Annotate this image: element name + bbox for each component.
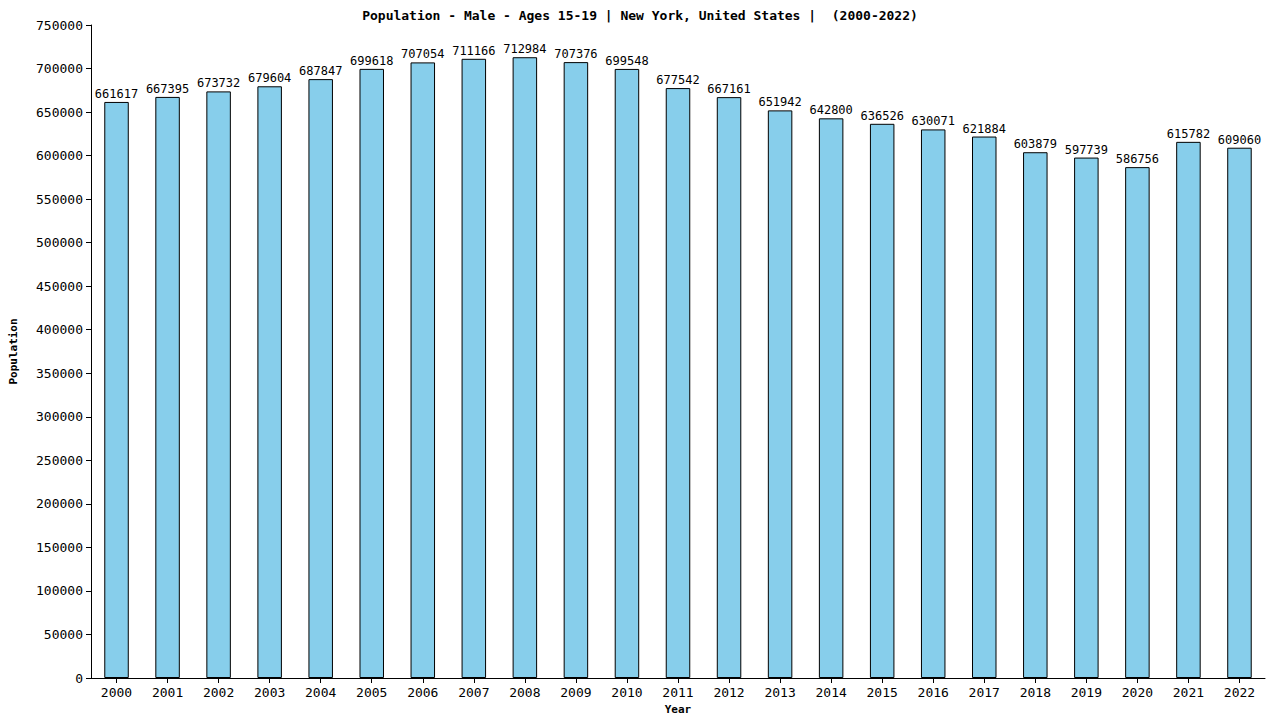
svg-text:2010: 2010 (611, 685, 642, 700)
svg-text:2016: 2016 (918, 685, 949, 700)
svg-text:2017: 2017 (969, 685, 1000, 700)
svg-text:2007: 2007 (458, 685, 489, 700)
svg-text:603879: 603879 (1014, 137, 1057, 151)
svg-text:636526: 636526 (860, 109, 903, 123)
svg-text:2012: 2012 (713, 685, 744, 700)
svg-text:2005: 2005 (356, 685, 387, 700)
svg-text:250000: 250000 (36, 453, 83, 468)
svg-text:400000: 400000 (36, 322, 83, 337)
svg-text:2000: 2000 (101, 685, 132, 700)
svg-text:597739: 597739 (1065, 143, 1108, 157)
svg-text:642800: 642800 (809, 103, 852, 117)
svg-text:150000: 150000 (36, 540, 83, 555)
svg-text:673732: 673732 (197, 76, 240, 90)
svg-text:712984: 712984 (503, 42, 546, 56)
svg-text:2004: 2004 (305, 685, 336, 700)
svg-text:Population: Population (7, 318, 20, 384)
svg-text:700000: 700000 (36, 61, 83, 76)
svg-text:2003: 2003 (254, 685, 285, 700)
svg-text:707376: 707376 (554, 47, 597, 61)
svg-text:0: 0 (75, 671, 83, 686)
svg-text:661617: 661617 (95, 87, 138, 101)
svg-text:600000: 600000 (36, 148, 83, 163)
svg-text:699548: 699548 (605, 54, 648, 68)
svg-text:500000: 500000 (36, 235, 83, 250)
svg-text:2006: 2006 (407, 685, 438, 700)
svg-text:2008: 2008 (509, 685, 540, 700)
svg-text:550000: 550000 (36, 192, 83, 207)
svg-text:2013: 2013 (764, 685, 795, 700)
svg-text:2001: 2001 (152, 685, 183, 700)
svg-text:Year: Year (665, 703, 692, 716)
svg-text:100000: 100000 (36, 583, 83, 598)
svg-text:615782: 615782 (1167, 127, 1210, 141)
svg-text:687847: 687847 (299, 64, 342, 78)
svg-text:2022: 2022 (1224, 685, 1255, 700)
svg-text:Population - Male - Ages 15-19: Population - Male - Ages 15-19 | New Yor… (362, 8, 918, 23)
svg-text:609060: 609060 (1218, 133, 1261, 147)
svg-text:750000: 750000 (36, 18, 83, 33)
svg-text:2014: 2014 (815, 685, 846, 700)
svg-text:450000: 450000 (36, 279, 83, 294)
svg-text:2018: 2018 (1020, 685, 1051, 700)
svg-text:2019: 2019 (1071, 685, 1102, 700)
svg-text:2002: 2002 (203, 685, 234, 700)
svg-text:679604: 679604 (248, 71, 291, 85)
svg-text:667395: 667395 (146, 82, 189, 96)
svg-text:586756: 586756 (1116, 152, 1159, 166)
svg-text:667161: 667161 (707, 82, 750, 96)
svg-text:50000: 50000 (44, 627, 83, 642)
svg-text:2015: 2015 (867, 685, 898, 700)
svg-text:2009: 2009 (560, 685, 591, 700)
svg-text:630071: 630071 (912, 114, 955, 128)
svg-text:651942: 651942 (758, 95, 801, 109)
svg-text:650000: 650000 (36, 105, 83, 120)
svg-text:707054: 707054 (401, 47, 444, 61)
svg-text:2011: 2011 (662, 685, 693, 700)
svg-text:2020: 2020 (1122, 685, 1153, 700)
svg-text:711166: 711166 (452, 44, 495, 58)
svg-text:300000: 300000 (36, 409, 83, 424)
svg-text:699618: 699618 (350, 54, 393, 68)
svg-text:621884: 621884 (963, 122, 1006, 136)
svg-text:677542: 677542 (656, 73, 699, 87)
svg-text:350000: 350000 (36, 366, 83, 381)
svg-text:200000: 200000 (36, 496, 83, 511)
svg-text:2021: 2021 (1173, 685, 1204, 700)
